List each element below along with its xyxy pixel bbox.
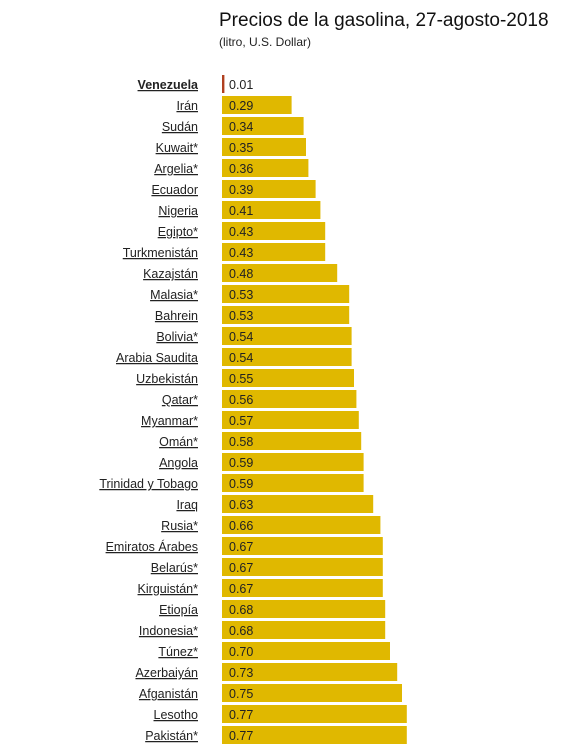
category-label[interactable]: Argelia* [154,162,198,176]
bar [222,306,350,324]
bar [222,705,407,723]
value-label: 0.41 [229,204,253,218]
bar [222,579,383,597]
category-label[interactable]: Malasia* [150,288,198,302]
value-label: 0.43 [229,225,253,239]
bar [222,726,407,744]
category-label[interactable]: Kazajstán [143,267,198,281]
chart-title: Precios de la gasolina, 27-agosto-2018 [219,10,549,31]
bar [222,264,338,282]
value-label: 0.66 [229,519,253,533]
value-label: 0.59 [229,477,253,491]
category-label[interactable]: Myanmar* [141,414,198,428]
category-label[interactable]: Sudán [162,120,198,134]
category-label[interactable]: Bahrein [155,309,198,323]
bar [222,621,386,639]
category-label[interactable]: Turkmenistán [123,246,198,260]
value-label: 0.54 [229,330,253,344]
bar [222,411,359,429]
value-label: 0.43 [229,246,253,260]
bar [222,390,357,408]
value-label: 0.53 [229,309,253,323]
bar [222,327,352,345]
bar [222,516,381,534]
value-label: 0.67 [229,582,253,596]
category-label[interactable]: Azerbaiyán [135,666,198,680]
bar [222,453,364,471]
value-label: 0.55 [229,372,253,386]
value-label: 0.75 [229,687,253,701]
value-label: 0.68 [229,603,253,617]
bar [222,180,316,198]
category-label[interactable]: Ecuador [151,183,198,197]
value-label: 0.57 [229,414,253,428]
value-label: 0.35 [229,141,253,155]
value-label: 0.01 [229,78,253,92]
bar [222,642,390,660]
category-label[interactable]: Trinidad y Tobago [99,477,198,491]
bar [222,432,362,450]
category-label[interactable]: Kirguistán* [138,582,199,596]
category-label[interactable]: Pakistán* [145,729,198,743]
chart-subtitle: (litro, U.S. Dollar) [219,35,312,49]
bar [222,474,364,492]
bar [222,159,309,177]
category-label[interactable]: Egipto* [158,225,198,239]
category-label[interactable]: Túnez* [158,645,198,659]
category-label[interactable]: Lesotho [154,708,199,722]
value-label: 0.59 [229,456,253,470]
bar [222,495,374,513]
value-label: 0.58 [229,435,253,449]
category-label[interactable]: Etiopía [159,603,198,617]
category-label[interactable]: Belarús* [151,561,198,575]
category-label[interactable]: Qatar* [162,393,198,407]
category-label[interactable]: Emiratos Árabes [106,539,198,554]
value-label: 0.70 [229,645,253,659]
value-label: 0.56 [229,393,253,407]
category-label[interactable]: Arabia Saudita [116,351,198,365]
bar [222,222,326,240]
bar [222,75,225,93]
bar [222,201,321,219]
category-label[interactable]: Irán [176,99,198,113]
bar [222,369,354,387]
category-label[interactable]: Omán* [159,435,198,449]
category-label[interactable]: Venezuela [138,78,199,92]
category-label[interactable]: Indonesia* [139,624,198,638]
bar [222,96,292,114]
category-label[interactable]: Iraq [176,498,198,512]
bar [222,663,398,681]
value-label: 0.36 [229,162,253,176]
value-label: 0.68 [229,624,253,638]
bar [222,348,352,366]
value-label: 0.73 [229,666,253,680]
bar [222,558,383,576]
bar [222,537,383,555]
value-label: 0.67 [229,561,253,575]
bar [222,684,402,702]
bar [222,117,304,135]
value-label: 0.54 [229,351,253,365]
value-label: 0.39 [229,183,253,197]
bar [222,138,306,156]
category-label[interactable]: Bolivia* [156,330,198,344]
value-label: 0.29 [229,99,253,113]
value-label: 0.53 [229,288,253,302]
category-label[interactable]: Uzbekistán [136,372,198,386]
bar [222,285,350,303]
value-label: 0.48 [229,267,253,281]
value-label: 0.77 [229,708,253,722]
category-label[interactable]: Angola [159,456,198,470]
value-label: 0.34 [229,120,253,134]
category-label[interactable]: Rusia* [161,519,198,533]
bar [222,243,326,261]
value-label: 0.63 [229,498,253,512]
bar [222,600,386,618]
value-label: 0.77 [229,729,253,743]
category-label[interactable]: Afganistán [139,687,198,701]
category-label[interactable]: Nigeria [158,204,198,218]
category-label[interactable]: Kuwait* [156,141,199,155]
value-label: 0.67 [229,540,253,554]
